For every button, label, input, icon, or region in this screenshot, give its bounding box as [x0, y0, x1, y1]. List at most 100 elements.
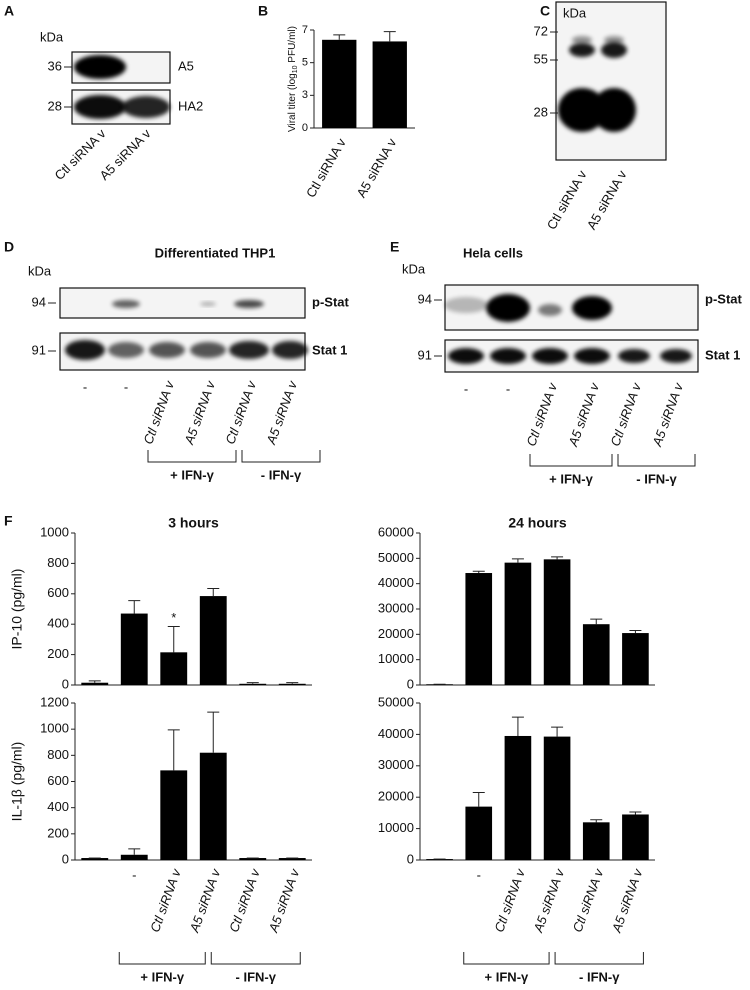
y-axis-label: Viral titer (log10 PFU/ml)	[287, 26, 300, 132]
kda-marker: 72	[534, 23, 548, 38]
blot-band	[486, 294, 530, 322]
y-tick-label: 0	[62, 851, 69, 866]
band-label: Stat 1	[705, 347, 740, 362]
group-label: - IFN-γ	[579, 969, 620, 984]
blot-band	[444, 297, 488, 313]
band-label: HA2	[178, 98, 203, 113]
error-bar	[167, 729, 180, 771]
group-label: - IFN-γ	[636, 471, 677, 486]
y-tick-label: 800	[47, 555, 69, 570]
lane-label: A5 siRNA v	[530, 866, 568, 935]
error-bar	[511, 558, 524, 563]
y-tick-label: 20000	[378, 789, 414, 804]
y-tick-label: 40000	[378, 726, 414, 741]
blot-membrane	[444, 339, 699, 373]
bar	[160, 770, 188, 860]
blot-band	[122, 96, 170, 118]
bar	[504, 735, 532, 860]
bar	[543, 559, 571, 685]
chart-title: 24 hours	[508, 515, 567, 531]
band-label: A5	[178, 58, 194, 73]
kda-label: kDa	[28, 263, 52, 278]
blot-band	[229, 341, 269, 359]
error-bar	[88, 680, 101, 683]
error-bar	[128, 848, 141, 855]
bar	[239, 683, 267, 685]
bar	[199, 752, 227, 860]
lane-label: A5 siRNA v	[584, 167, 630, 232]
bar	[322, 39, 357, 128]
lane-label: -	[124, 379, 128, 394]
panel-letter: D	[4, 239, 14, 255]
y-tick-label: 600	[47, 585, 69, 600]
lane-label: A5 siRNA v	[181, 378, 219, 447]
blot-band	[490, 348, 526, 364]
error-bar	[207, 587, 220, 597]
bar	[278, 858, 306, 860]
y-tick-label: 1000	[40, 721, 69, 736]
y-tick-label: 60000	[378, 524, 414, 539]
group-bracket	[241, 450, 321, 463]
y-tick-label: 30000	[378, 600, 414, 615]
blot-band	[532, 348, 568, 364]
group-bracket	[210, 952, 301, 965]
blot-title: Differentiated THP1	[155, 245, 276, 260]
kda-marker: 28	[534, 104, 548, 119]
y-tick-label: 5	[302, 57, 308, 69]
lane-label: A5 siRNA v	[565, 380, 603, 449]
lane-label: -	[132, 867, 136, 882]
lane-label: Ctl siRNA v	[147, 866, 184, 935]
kda-label: kDa	[40, 29, 64, 44]
lane-label: Ctl siRNA v	[226, 866, 263, 935]
panel-letter: C	[540, 3, 550, 19]
bar	[120, 854, 148, 860]
blot-title: Hela cells	[463, 245, 523, 260]
group-label: + IFN-γ	[170, 467, 214, 482]
lane-label: -	[464, 381, 468, 396]
error-bar	[167, 625, 180, 653]
kda-marker: 91	[418, 347, 432, 362]
bar	[278, 683, 306, 685]
blot-band	[592, 88, 636, 132]
bar	[160, 652, 188, 685]
error-bar	[472, 570, 485, 574]
y-tick-label: 0	[62, 676, 69, 691]
blot-band	[108, 342, 144, 358]
lane-label: -	[477, 867, 481, 882]
lane-label: Ctl siRNA v	[570, 866, 607, 935]
lane-label: A5 siRNA v	[649, 380, 687, 449]
band-label: Stat 1	[312, 342, 347, 357]
error-bar	[590, 819, 603, 823]
panel-letter: A	[4, 3, 14, 19]
bar	[81, 858, 109, 860]
blot-band	[112, 300, 140, 308]
error-bar	[472, 791, 485, 807]
y-tick-label: 1200	[40, 694, 69, 709]
y-tick-label: 200	[47, 646, 69, 661]
lane-label: A5 siRNA v	[186, 866, 224, 935]
kda-marker: 28	[48, 98, 62, 113]
blot-band	[190, 342, 226, 358]
blot-band	[618, 349, 650, 363]
band-label: p-Stat	[312, 294, 350, 309]
lane-label: Ctl siRNA v	[607, 380, 644, 449]
panel-letter: B	[258, 3, 268, 19]
y-tick-label: 600	[47, 773, 69, 788]
blot-band	[65, 340, 105, 360]
kda-label: kDa	[402, 261, 426, 276]
y-tick-label: 200	[47, 825, 69, 840]
y-tick-label: 400	[47, 616, 69, 631]
bar	[543, 736, 571, 860]
y-tick-label: 50000	[378, 550, 414, 565]
y-tick-label: 30000	[378, 757, 414, 772]
bar	[622, 814, 649, 860]
group-label: + IFN-γ	[485, 969, 529, 984]
kda-marker: 55	[534, 51, 548, 66]
y-tick-label: 7	[302, 24, 308, 36]
error-bar	[128, 600, 141, 614]
bar	[81, 682, 109, 685]
y-tick-label: 40000	[378, 575, 414, 590]
blot-band	[572, 296, 612, 320]
lane-label: A5 siRNA v	[608, 866, 646, 935]
lane-label: A5 siRNA v	[263, 378, 301, 447]
